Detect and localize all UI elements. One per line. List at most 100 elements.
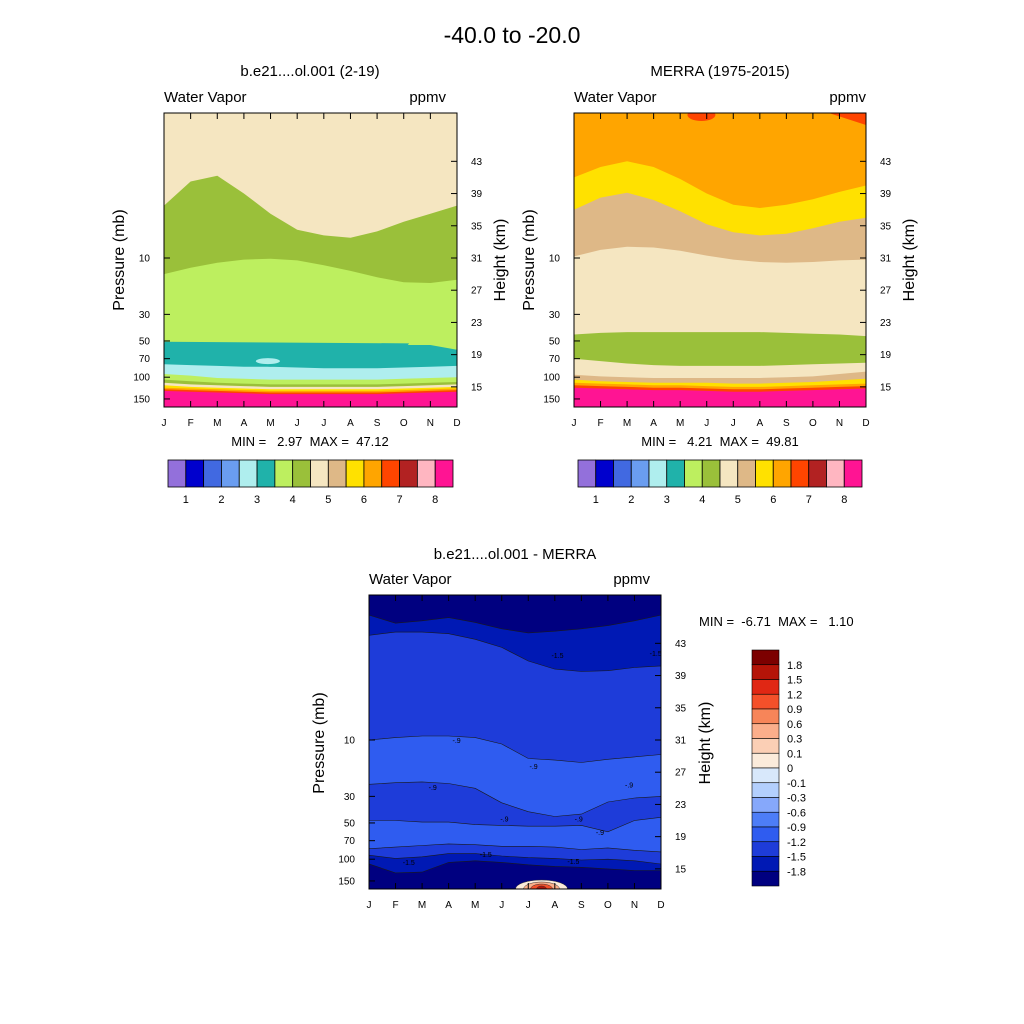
colorbar-label: 1.5 xyxy=(787,675,802,687)
height-tick-label: 43 xyxy=(471,157,483,168)
colorbar-swatch xyxy=(416,459,436,488)
colorbar-label: -1.2 xyxy=(787,837,806,849)
pressure-tick-label: 30 xyxy=(549,310,561,321)
colorbar-swatch xyxy=(577,459,597,488)
x-tick-label: F xyxy=(188,418,194,429)
contour-band-8 xyxy=(574,387,866,407)
x-tick-label: J xyxy=(295,418,300,429)
colorbar-swatch xyxy=(751,679,780,695)
contour-label: -1.5 xyxy=(480,852,492,859)
x-tick-label: M xyxy=(676,418,684,429)
x-tick-label: F xyxy=(597,418,603,429)
x-tick-label: F xyxy=(392,900,398,911)
height-tick-label: 19 xyxy=(675,832,687,843)
colorbar-swatch xyxy=(751,693,780,710)
contour-label: -.9 xyxy=(625,783,633,790)
y-axis-label: Pressure (mb) xyxy=(311,692,328,793)
pressure-tick-label: 30 xyxy=(344,792,356,803)
colorbar-label: -1.5 xyxy=(787,852,806,864)
colorbar-label: 0 xyxy=(787,763,793,775)
pressure-tick-label: 10 xyxy=(139,253,151,264)
height-tick-label: 31 xyxy=(675,735,687,746)
x-tick-label: J xyxy=(526,900,531,911)
colorbar-label: 0.3 xyxy=(787,734,802,746)
height-tick-label: 23 xyxy=(880,318,892,329)
contour-label: -.9 xyxy=(500,816,508,823)
x-tick-label: S xyxy=(783,418,790,429)
colorbar-swatch xyxy=(167,459,187,488)
y2-axis-label: Height (km) xyxy=(697,702,714,785)
colorbar-label: 1 xyxy=(593,494,599,506)
axis-marks: J F M A M J J A S O N D 10 30 50 70 100 150 43 39 35 31 27 23 19… xyxy=(338,595,687,911)
colorbar-swatch xyxy=(399,459,418,488)
colorbar-swatch xyxy=(203,459,222,488)
colorbar: 1 2 3 4 5 6 7 8 xyxy=(167,459,454,506)
height-tick-label: 15 xyxy=(471,382,483,393)
x-tick-label: A xyxy=(241,418,248,429)
colorbar-swatch xyxy=(772,459,792,488)
colorbar-swatch xyxy=(221,459,240,488)
pressure-tick-label: 150 xyxy=(543,394,560,405)
pressure-tick-label: 10 xyxy=(344,735,356,746)
axis-marks: J F M A M J J A S O N D 10 30 50 70 100 150 43 39 35 31 27 23 19… xyxy=(543,113,892,429)
x-tick-label: A xyxy=(650,418,657,429)
colorbar-label: -1.8 xyxy=(787,866,806,878)
pressure-tick-label: 70 xyxy=(549,354,561,365)
height-tick-label: 39 xyxy=(675,671,687,682)
contour-label: -1.5 xyxy=(650,651,662,658)
colorbar-swatch xyxy=(751,811,780,828)
plot-frame xyxy=(163,112,458,408)
y-axis-label: Pressure (mb) xyxy=(521,209,538,310)
x-tick-label: M xyxy=(471,900,479,911)
colorbar-label: 1.8 xyxy=(787,660,802,672)
colorbar-swatch xyxy=(238,459,258,488)
colorbar-label: 6 xyxy=(770,494,776,506)
variable-label: Water Vapor xyxy=(574,89,657,106)
colorbar-label: 8 xyxy=(841,494,847,506)
colorbar-swatch xyxy=(434,459,454,488)
colorbar-swatch xyxy=(256,459,276,488)
colorbar-label: 3 xyxy=(254,494,260,506)
colorbar-swatch xyxy=(751,856,780,872)
x-tick-label: O xyxy=(604,900,612,911)
contour-label: -1.5 xyxy=(567,859,579,866)
colorbar-swatch xyxy=(751,782,780,798)
colorbar-swatch xyxy=(684,459,703,488)
height-tick-label: 43 xyxy=(880,157,892,168)
height-tick-label: 35 xyxy=(675,703,687,714)
colorbar-swatch xyxy=(630,459,650,488)
colorbar-label: 5 xyxy=(735,494,741,506)
pressure-tick-label: 50 xyxy=(344,818,356,829)
colorbar-swatch xyxy=(751,826,780,843)
colorbar-swatch xyxy=(292,459,311,488)
height-tick-label: 27 xyxy=(471,286,483,297)
colorbar-swatch xyxy=(363,459,383,488)
x-tick-label: A xyxy=(756,418,763,429)
colorbar: 1 2 3 4 5 6 7 8 xyxy=(577,459,863,506)
colorbar-swatch xyxy=(701,459,721,488)
contour-band-7 xyxy=(687,113,716,121)
pressure-tick-label: 30 xyxy=(139,310,151,321)
contour-fill xyxy=(164,113,457,407)
x-tick-label: N xyxy=(836,418,843,429)
height-tick-label: 19 xyxy=(880,350,892,361)
colorbar-label: 1.2 xyxy=(787,689,802,701)
x-tick-label: M xyxy=(623,418,631,429)
colorbar-swatch xyxy=(751,870,780,887)
pressure-tick-label: 100 xyxy=(133,373,150,384)
x-tick-label: J xyxy=(731,418,736,429)
panel-title: b.e21....ol.001 - MERRA xyxy=(434,546,597,563)
min-max-stats: MIN = 4.21 MAX = 49.81 xyxy=(641,434,799,449)
colorbar-label: -0.6 xyxy=(787,807,806,819)
x-tick-label: D xyxy=(453,418,460,429)
colorbar-swatch xyxy=(648,459,668,488)
x-tick-label: J xyxy=(367,900,372,911)
pressure-tick-label: 70 xyxy=(139,354,151,365)
contour-band--1.8 xyxy=(369,860,661,889)
height-tick-label: 23 xyxy=(471,318,483,329)
colorbar-swatch xyxy=(808,459,827,488)
colorbar-swatch xyxy=(751,797,780,813)
colorbar-label: -0.9 xyxy=(787,822,806,834)
pressure-tick-label: 50 xyxy=(139,336,151,347)
